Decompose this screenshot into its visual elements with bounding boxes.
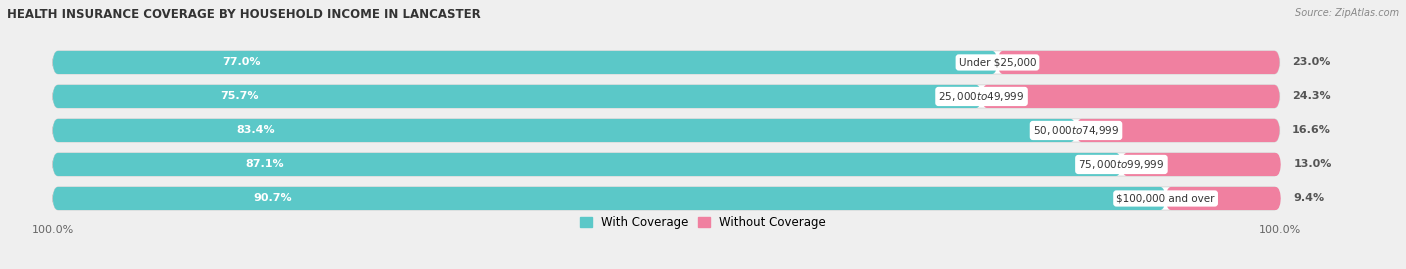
Legend: With Coverage, Without Coverage: With Coverage, Without Coverage xyxy=(579,216,827,229)
FancyBboxPatch shape xyxy=(1076,119,1279,142)
Text: 16.6%: 16.6% xyxy=(1292,125,1331,136)
Text: $100,000 and over: $100,000 and over xyxy=(1116,193,1215,203)
Text: 87.1%: 87.1% xyxy=(245,160,284,169)
Text: 90.7%: 90.7% xyxy=(253,193,291,203)
Text: 23.0%: 23.0% xyxy=(1292,58,1330,68)
Text: 75.7%: 75.7% xyxy=(219,91,259,101)
FancyBboxPatch shape xyxy=(52,187,1279,210)
Text: HEALTH INSURANCE COVERAGE BY HOUSEHOLD INCOME IN LANCASTER: HEALTH INSURANCE COVERAGE BY HOUSEHOLD I… xyxy=(7,8,481,21)
Text: 24.3%: 24.3% xyxy=(1292,91,1330,101)
FancyBboxPatch shape xyxy=(981,85,1279,108)
Text: $75,000 to $99,999: $75,000 to $99,999 xyxy=(1078,158,1164,171)
Text: $50,000 to $74,999: $50,000 to $74,999 xyxy=(1033,124,1119,137)
FancyBboxPatch shape xyxy=(52,85,981,108)
FancyBboxPatch shape xyxy=(997,51,1279,74)
FancyBboxPatch shape xyxy=(52,51,997,74)
Text: 77.0%: 77.0% xyxy=(222,58,262,68)
FancyBboxPatch shape xyxy=(52,119,1076,142)
Text: 83.4%: 83.4% xyxy=(236,125,276,136)
FancyBboxPatch shape xyxy=(52,85,1279,108)
FancyBboxPatch shape xyxy=(52,153,1122,176)
Text: $25,000 to $49,999: $25,000 to $49,999 xyxy=(938,90,1025,103)
Text: Under $25,000: Under $25,000 xyxy=(959,58,1036,68)
FancyBboxPatch shape xyxy=(1122,153,1281,176)
Text: 13.0%: 13.0% xyxy=(1294,160,1331,169)
Text: 9.4%: 9.4% xyxy=(1294,193,1324,203)
FancyBboxPatch shape xyxy=(1166,187,1281,210)
FancyBboxPatch shape xyxy=(52,153,1279,176)
FancyBboxPatch shape xyxy=(52,51,1279,74)
FancyBboxPatch shape xyxy=(52,187,1166,210)
FancyBboxPatch shape xyxy=(52,119,1279,142)
Text: Source: ZipAtlas.com: Source: ZipAtlas.com xyxy=(1295,8,1399,18)
